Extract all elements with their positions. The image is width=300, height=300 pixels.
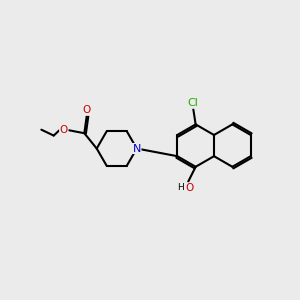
Text: O: O	[186, 183, 194, 193]
Text: Cl: Cl	[188, 98, 199, 108]
Text: O: O	[60, 125, 68, 135]
Text: N: N	[133, 143, 141, 154]
Text: O: O	[82, 105, 91, 115]
Text: H: H	[177, 184, 183, 193]
